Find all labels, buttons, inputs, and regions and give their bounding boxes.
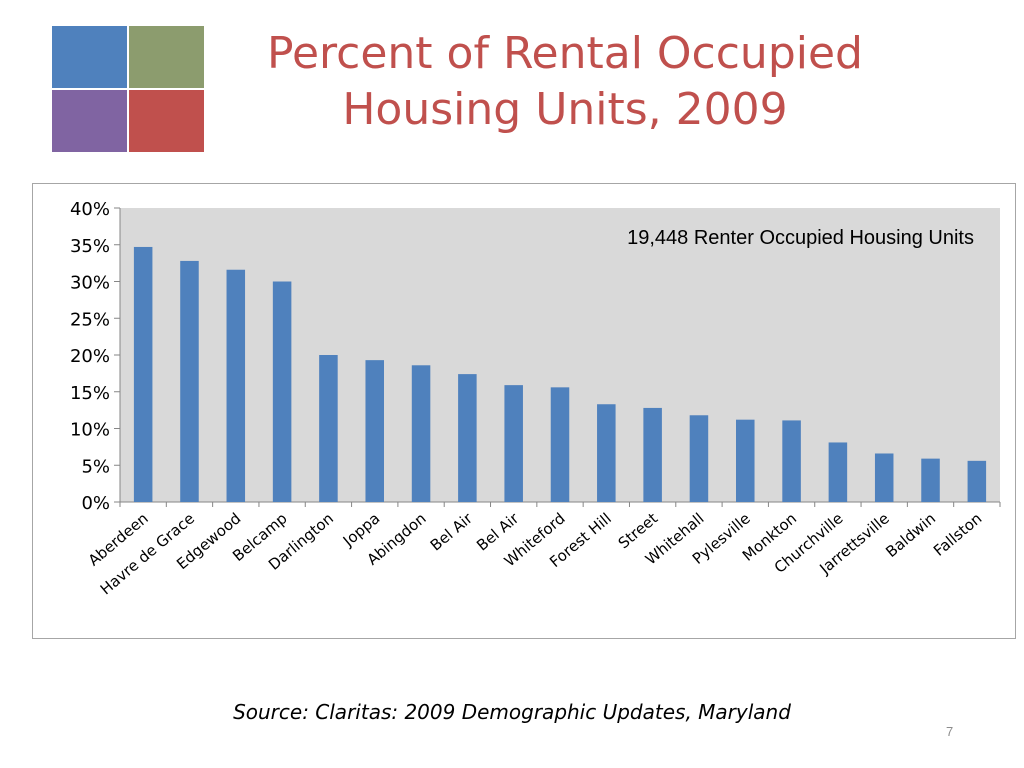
chart-frame: 0% 5% 10% 15% 20% 25% 30% 35% 40% Aberdeen Havre d…	[32, 183, 1016, 639]
bar	[411, 365, 431, 502]
y-tick-label: 40%	[70, 199, 110, 220]
slide-logo	[52, 26, 204, 152]
bar	[921, 458, 940, 502]
logo-square-red	[129, 90, 204, 152]
x-tick-label: Fallston	[930, 509, 985, 560]
y-tick-label: 30%	[70, 273, 110, 294]
logo-square-purple	[52, 90, 127, 152]
bar	[643, 407, 662, 502]
bar	[689, 415, 709, 502]
y-tick-label: 10%	[70, 420, 110, 441]
x-tick-label: Baldwin	[882, 509, 939, 561]
y-tick-label: 0%	[81, 493, 110, 514]
bar	[180, 260, 199, 502]
bar	[550, 387, 570, 502]
bar	[782, 420, 801, 502]
bar	[226, 269, 246, 502]
y-tick-label: 20%	[70, 346, 110, 367]
bar	[133, 246, 153, 502]
x-tick-label: Bel Air	[427, 509, 477, 555]
bar	[597, 404, 616, 502]
bar	[736, 419, 755, 502]
logo-square-blue	[52, 26, 127, 88]
logo-square-green	[129, 26, 204, 88]
bar	[828, 442, 848, 502]
y-tick-label: 15%	[70, 383, 110, 404]
bar	[272, 281, 292, 502]
bar	[967, 460, 987, 502]
bar	[319, 355, 338, 502]
y-tick-label: 5%	[81, 456, 110, 477]
bar	[504, 385, 523, 502]
slide-title-line1: Percent of Rental Occupied	[267, 28, 863, 79]
source-note: Source: Claritas: 2009 Demographic Updat…	[233, 700, 791, 724]
slide-title-line2: Housing Units, 2009	[342, 84, 788, 135]
page-number: 7	[946, 724, 954, 739]
bar	[874, 453, 894, 502]
slide-title: Percent of Rental Occupied Housing Units…	[220, 26, 910, 138]
y-tick-label: 25%	[70, 309, 110, 330]
chart-annotation: 19,448 Renter Occupied Housing Units	[627, 227, 974, 249]
y-tick-label: 35%	[70, 236, 110, 257]
bar	[365, 360, 384, 502]
bar	[458, 374, 477, 502]
